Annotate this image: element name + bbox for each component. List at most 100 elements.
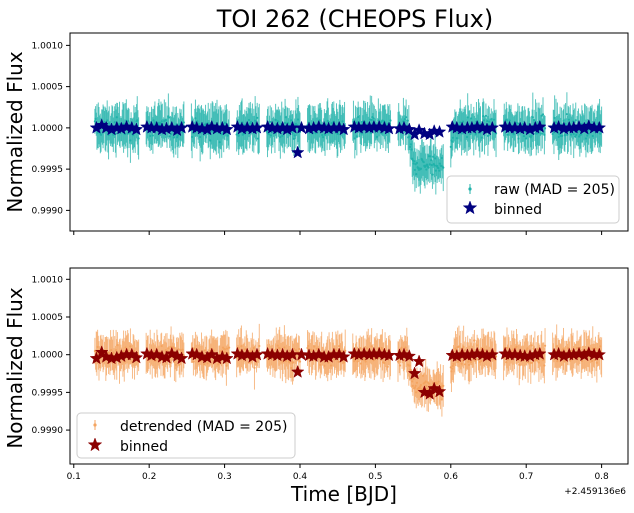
top-data-point	[389, 119, 392, 122]
bottom-legend: detrended (MAD = 205) binned	[76, 412, 296, 459]
top-binned-star	[290, 145, 305, 159]
bottom-axes-frame	[69, 267, 629, 465]
bottom-binned-star	[412, 354, 426, 368]
chart-title: TOI 262 (CHEOPS Flux)	[216, 5, 494, 33]
bottom-legend-binned-label: binned	[120, 439, 168, 455]
bottom-legend-box	[76, 412, 296, 459]
top-data-point	[167, 116, 171, 119]
top-plot-area	[89, 92, 607, 195]
top-legend-binned-star	[462, 200, 478, 215]
bottom-data-point	[475, 358, 478, 361]
top-binned-star	[592, 120, 607, 134]
bottom-ytick-label: 0.9995	[32, 388, 64, 398]
top-data-point	[541, 132, 544, 135]
bottom-data-point	[337, 360, 340, 363]
bottom-ticks: 0.1 0.2 0.3 0.4 0.5 0.6 0.7 0.8 0.9990 0.9995 1.00…	[32, 275, 610, 482]
top-binned-star	[532, 119, 547, 133]
top-ylabel: Normalized Flux	[3, 51, 27, 213]
bottom-binned-star	[290, 364, 305, 378]
bottom-ylabel: Normalized Flux	[3, 287, 27, 449]
bottom-data-point	[359, 346, 362, 350]
bottom-data-point	[253, 366, 256, 369]
x-offset-label: +2.459136e6	[564, 487, 626, 497]
bottom-binned-star	[336, 349, 351, 363]
bottom-legend-binned-star	[87, 437, 103, 452]
top-ytick-label: 1.0005	[32, 83, 64, 93]
top-data-point	[431, 173, 434, 176]
top-data-point	[553, 116, 556, 120]
bottom-legend-detrended-label: detrended (MAD = 205)	[120, 419, 287, 435]
top-data-point	[574, 119, 577, 122]
bottom-xtick-label: 0.5	[368, 472, 382, 482]
bottom-ytick-label: 1.0000	[32, 351, 64, 361]
top-data-point	[469, 132, 472, 136]
bottom-binned-star	[532, 346, 547, 360]
bottom-data-point	[473, 339, 476, 342]
bottom-binned-star	[220, 351, 234, 365]
bottom-binned-star	[174, 351, 189, 365]
bottom-ytick-label: 1.0010	[32, 275, 64, 285]
top-legend-box	[446, 175, 620, 224]
bottom-legend-detrended-dot	[93, 423, 97, 427]
top-data-point	[114, 132, 118, 135]
top-legend-raw-dot	[468, 187, 472, 191]
top-legend-raw-label: raw (MAD = 205)	[494, 182, 615, 198]
bottom-binned-star	[422, 386, 437, 400]
bottom-data-point	[530, 344, 533, 347]
bottom-plot-area	[89, 323, 607, 417]
top-binned-star	[174, 120, 189, 134]
bottom-binned-star	[485, 347, 500, 361]
top-data-point	[565, 113, 568, 116]
top-legend-star-shape	[462, 200, 478, 215]
top-panel: 0.9990 0.9995 1.0000 1.0005 1.0010 Normalize…	[3, 32, 629, 235]
top-data-point	[543, 127, 547, 130]
bottom-data-point	[543, 344, 547, 347]
top-legend: raw (MAD = 205) binned	[446, 175, 620, 224]
top-data-point	[256, 116, 259, 119]
bottom-binned-star	[592, 347, 607, 361]
bottom-xtick-label: 0.6	[444, 472, 459, 482]
top-binned-star	[485, 120, 500, 134]
top-ytick-label: 0.9995	[32, 165, 64, 175]
bottom-xtick-label: 0.4	[293, 472, 308, 482]
bottom-data-point	[543, 364, 546, 367]
top-ytick-label: 1.0000	[32, 124, 64, 134]
bottom-ytick-label: 1.0005	[32, 313, 64, 323]
bottom-data-point	[258, 344, 261, 348]
top-binned-star	[294, 120, 309, 134]
bottom-data-point	[386, 365, 389, 368]
bottom-xtick-label: 0.2	[142, 472, 156, 482]
bottom-binned-star	[129, 350, 144, 364]
xlabel: Time [BJD]	[290, 482, 397, 506]
top-ytick-label: 0.9990	[32, 206, 64, 216]
top-binned-star	[432, 124, 447, 138]
bottom-data-point	[398, 364, 402, 367]
bottom-data-point	[298, 347, 301, 351]
bottom-data-point	[442, 384, 445, 388]
top-data-point	[269, 120, 272, 123]
bottom-binned-star	[407, 366, 422, 380]
top-ticks: 0.9990 0.9995 1.0000 1.0005 1.0010	[32, 41, 603, 235]
bottom-xtick-label: 0.7	[519, 472, 533, 482]
top-data-point	[137, 137, 140, 140]
bottom-legend-star-shape	[87, 437, 103, 452]
top-data-point	[442, 166, 445, 169]
top-data-point	[405, 116, 408, 119]
bottom-data-point	[192, 360, 195, 363]
top-data-point	[182, 121, 185, 124]
top-data-point	[531, 116, 534, 119]
top-data-point	[406, 119, 409, 122]
bottom-data-point	[177, 348, 180, 351]
bottom-binned-star	[402, 348, 417, 363]
top-binned-star	[129, 122, 144, 136]
top-data-point	[427, 166, 430, 169]
top-binned-star	[220, 122, 234, 136]
top-binned-star	[336, 122, 351, 136]
bottom-binned-star	[294, 347, 309, 361]
bottom-binned-star	[89, 351, 104, 365]
bottom-data-point	[228, 346, 231, 349]
top-legend-binned-label: binned	[494, 202, 542, 218]
bottom-data-point	[292, 361, 295, 364]
bottom-data-point	[344, 349, 347, 352]
